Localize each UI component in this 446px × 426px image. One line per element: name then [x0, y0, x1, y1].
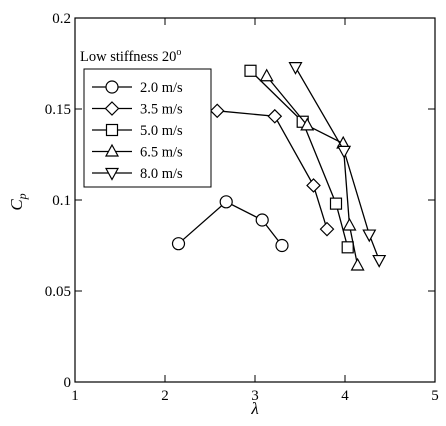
legend-label: 2.0 m/s: [140, 80, 183, 96]
legend-marker: [105, 123, 119, 137]
axis-ticks: [74, 17, 436, 383]
legend-box: [83, 68, 212, 188]
legend-title: Low stiffness 20o: [80, 47, 181, 65]
legend-marker: [104, 101, 120, 116]
series-6-5-m-s: [259, 68, 365, 271]
legend-title-superscript: o: [176, 47, 181, 58]
legend-marker: [105, 80, 119, 94]
y-tick-label: 0.2: [52, 11, 71, 27]
data-point: [267, 108, 283, 124]
legend-entries: 2.0 m/s 3.5 m/s 5.0 m/s 6.5 m/s 8.0 m/s: [92, 80, 183, 182]
x-tick-label: 2: [161, 388, 169, 404]
data-point: [329, 197, 343, 210]
series-3-5-m-s: [209, 103, 335, 237]
legend-entry: 5.0 m/s: [92, 123, 183, 139]
x-tick-label: 3: [251, 388, 259, 404]
data-point: [300, 117, 315, 131]
legend-marker: [104, 143, 120, 157]
legend-label: 3.5 m/s: [140, 102, 183, 118]
data-point: [275, 238, 289, 253]
data-point: [342, 217, 357, 231]
series-line: [294, 66, 380, 261]
series-2-0-m-s: [171, 195, 289, 253]
legend-label: 8.0 m/s: [140, 166, 183, 182]
data-point: [288, 62, 303, 75]
x-tick-label: 1: [71, 388, 79, 404]
y-axis-label-subscript: p: [15, 193, 29, 200]
legend-label: 5.0 m/s: [140, 123, 183, 139]
data-point: [350, 257, 365, 271]
data-point: [341, 241, 354, 254]
data-point: [337, 145, 352, 159]
axis-tick-labels: 1 2 3 4 5 0 0.05 0.1 0.15 0.2: [45, 11, 439, 404]
series-layer: [171, 62, 387, 271]
data-point: [259, 68, 274, 82]
y-tick-label: 0.1: [52, 193, 71, 209]
y-axis-label: Cp: [7, 193, 29, 210]
data-point: [319, 221, 335, 237]
data-point: [171, 237, 186, 251]
series-line: [266, 75, 359, 266]
legend-entry: 8.0 m/s: [92, 166, 183, 182]
series-line: [217, 110, 328, 230]
legend-label: 6.5 m/s: [140, 145, 183, 161]
legend-entry: 2.0 m/s: [92, 80, 183, 96]
x-tick-label: 5: [431, 388, 439, 404]
y-tick-label: 0: [64, 375, 72, 391]
series-line: [250, 70, 349, 248]
series-line: [178, 201, 283, 246]
series-5-0-m-s: [244, 64, 354, 254]
data-point: [244, 64, 257, 77]
y-tick-label: 0.15: [45, 102, 71, 118]
x-tick-label: 4: [341, 388, 349, 404]
data-point: [209, 103, 225, 119]
y-tick-label: 0.05: [45, 284, 71, 300]
y-axis-label-main: C: [7, 199, 26, 211]
legend: Low stiffness 20o 2.0 m/s 3.5 m/s 5.0 m/s 6…: [80, 47, 212, 188]
legend-title-main: Low stiffness 20: [80, 49, 176, 65]
data-point: [219, 195, 233, 209]
x-axis-label: λ: [250, 399, 258, 418]
data-point: [372, 254, 387, 268]
data-point: [362, 229, 377, 243]
data-point: [255, 213, 269, 227]
data-point: [306, 178, 321, 193]
series-8-0-m-s: [288, 62, 387, 268]
legend-marker: [104, 167, 120, 181]
legend-entry: 6.5 m/s: [92, 143, 183, 161]
legend-entry: 3.5 m/s: [92, 101, 183, 118]
